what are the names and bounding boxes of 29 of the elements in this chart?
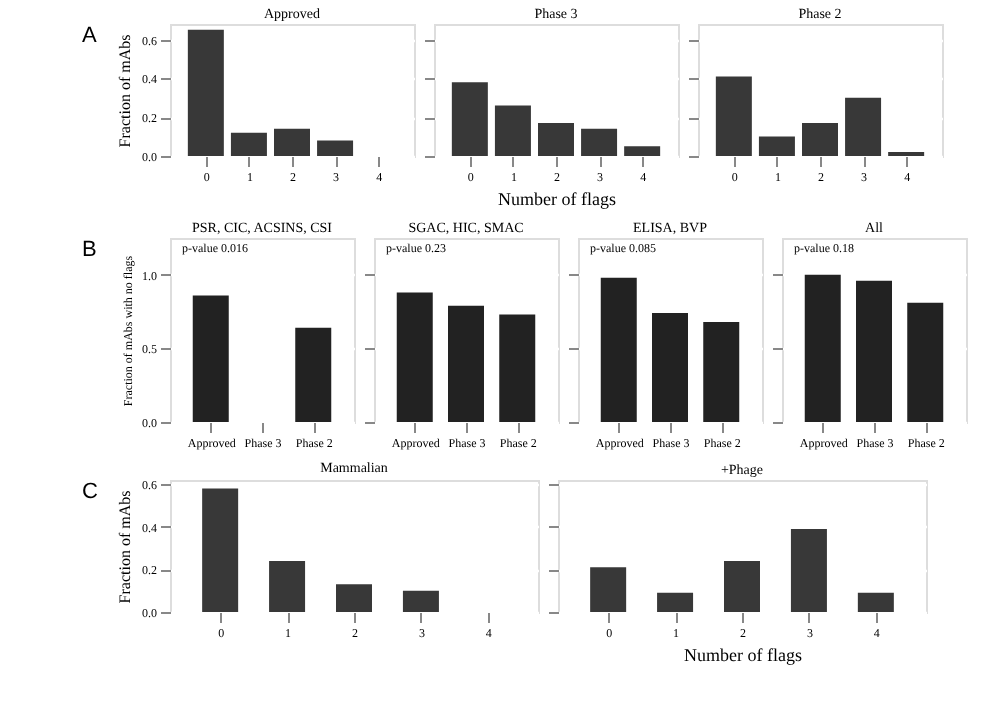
text: B bbox=[82, 238, 97, 262]
x-axis-title: Number of flags bbox=[684, 645, 803, 665]
bar bbox=[624, 146, 661, 156]
bar bbox=[538, 123, 574, 156]
bar bbox=[317, 140, 354, 156]
text: A bbox=[82, 24, 98, 48]
bar bbox=[451, 82, 488, 156]
bar bbox=[790, 528, 827, 612]
y-axis-title: Fraction of mAbs bbox=[116, 490, 134, 604]
bar bbox=[269, 560, 306, 612]
bar bbox=[336, 584, 372, 612]
bar bbox=[187, 29, 224, 156]
bar bbox=[590, 567, 627, 612]
y-axis-title: Fraction of mAbs bbox=[116, 34, 134, 148]
bar bbox=[715, 76, 752, 156]
bar bbox=[230, 132, 267, 156]
bar bbox=[657, 592, 694, 612]
bar bbox=[802, 123, 838, 156]
bar bbox=[857, 592, 894, 612]
bar bbox=[724, 560, 760, 612]
bar bbox=[494, 105, 531, 156]
bar bbox=[274, 128, 310, 156]
bar bbox=[402, 590, 439, 612]
bar bbox=[845, 97, 882, 156]
x-axis-title: Number of flags bbox=[498, 189, 617, 209]
text: C bbox=[82, 480, 98, 504]
bar bbox=[202, 488, 239, 612]
bar bbox=[758, 136, 795, 156]
bar bbox=[581, 128, 618, 156]
